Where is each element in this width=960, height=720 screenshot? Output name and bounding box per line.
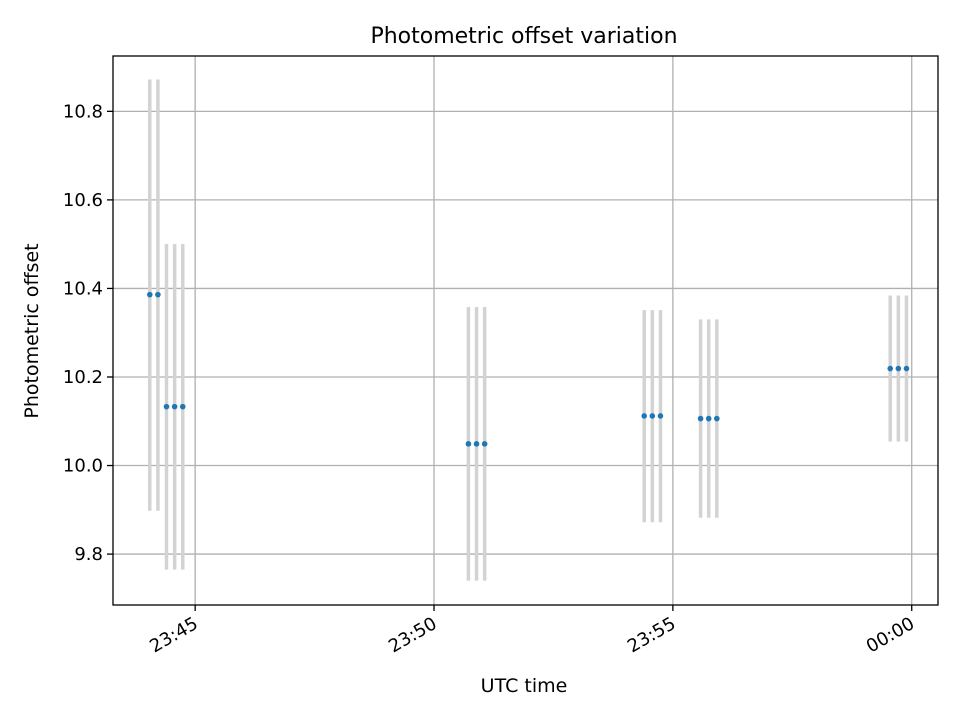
- data-points: [146, 291, 910, 447]
- data-point: [657, 413, 664, 419]
- data-point: [473, 441, 480, 447]
- grid: [113, 56, 938, 605]
- y-tick-label: 9.8: [74, 544, 103, 565]
- data-point: [641, 413, 648, 419]
- y-tick-label: 10.0: [63, 456, 103, 477]
- x-axis-label: UTC time: [481, 675, 568, 697]
- data-point: [705, 415, 712, 422]
- data-point: [887, 365, 894, 372]
- data-point: [481, 441, 488, 447]
- data-point: [649, 413, 656, 419]
- y-tick-label: 10.6: [63, 190, 103, 211]
- data-point: [714, 415, 720, 422]
- y-tick-label: 10.8: [63, 101, 103, 122]
- y-tick-label: 10.4: [63, 278, 103, 299]
- plot-frame: [112, 55, 939, 606]
- data-point: [146, 291, 153, 298]
- data-point: [697, 415, 704, 422]
- chart-title: Photometric offset variation: [370, 24, 677, 49]
- y-axis-label: Photometric offset: [21, 243, 43, 418]
- data-point: [903, 365, 910, 372]
- data-point: [179, 403, 186, 410]
- data-point: [465, 441, 472, 447]
- y-axis-ticks: 9.8 10.0 10.2 10.4 10.6 10.8: [63, 101, 113, 565]
- data-point: [155, 291, 161, 298]
- data-point: [171, 403, 178, 410]
- data-point: [895, 365, 902, 372]
- y-tick-label: 10.2: [63, 367, 103, 388]
- plot-area: [113, 56, 938, 605]
- data-point: [163, 403, 170, 410]
